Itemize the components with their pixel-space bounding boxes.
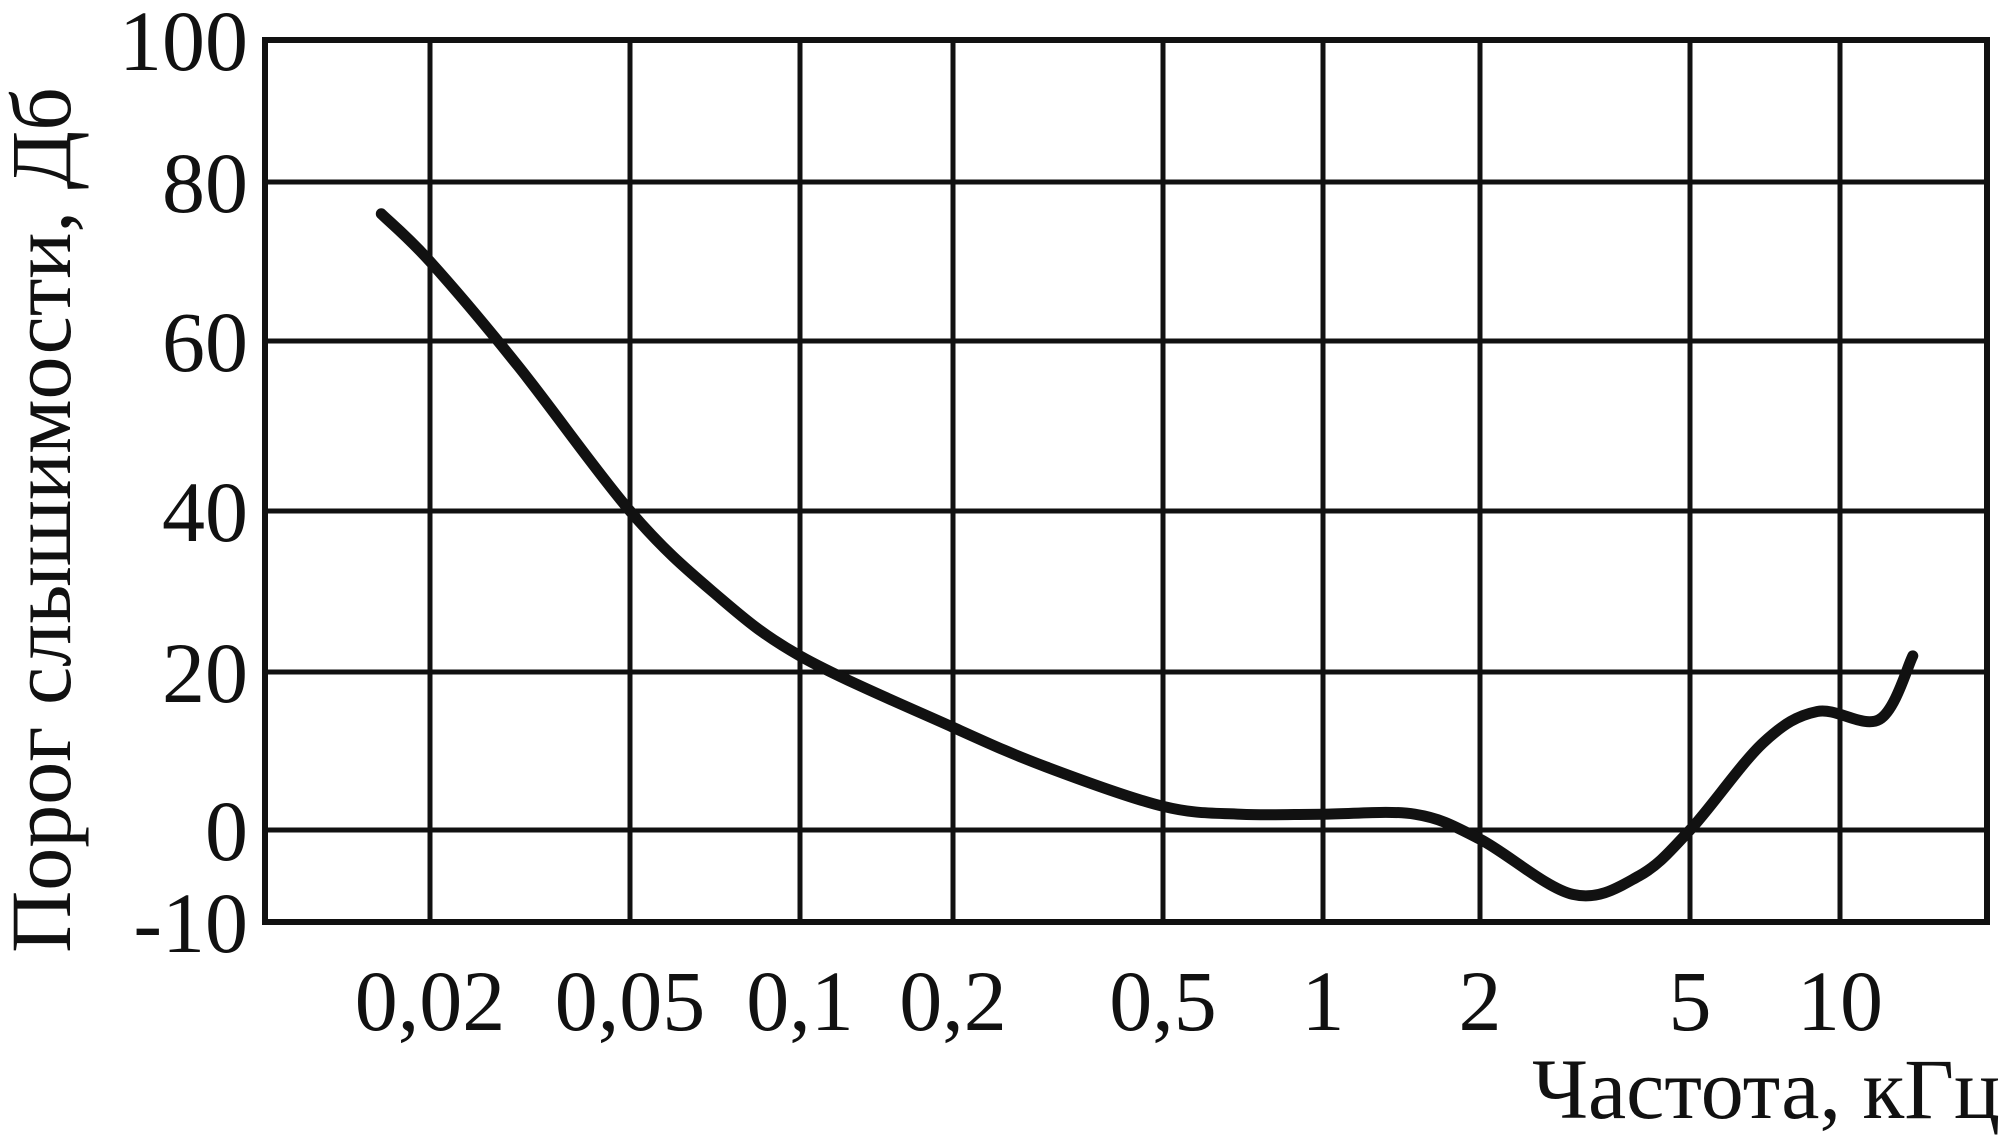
x-tick-label: 0,1 bbox=[746, 953, 854, 1049]
x-axis-tick-labels: 0,02 0,05 0,1 0,2 0,5 1 2 5 10 bbox=[355, 953, 1883, 1049]
data-series bbox=[375, 208, 1919, 902]
y-tick-label: 40 bbox=[162, 464, 248, 560]
x-tick-label: 0,05 bbox=[555, 953, 706, 1049]
y-tick-label: -10 bbox=[133, 875, 248, 971]
x-tick-label: 1 bbox=[1302, 953, 1345, 1049]
x-tick-label: 0,02 bbox=[355, 953, 506, 1049]
y-axis-tick-labels: -100 20 40 60 80 100 bbox=[119, 0, 248, 971]
grid bbox=[265, 37, 1987, 925]
x-tick-label: 2 bbox=[1459, 953, 1502, 1049]
y-tick-label: 100 bbox=[119, 0, 248, 89]
y-tick-label: 0 bbox=[205, 783, 248, 879]
plot-border bbox=[262, 37, 1990, 925]
series-line bbox=[375, 208, 1919, 902]
plot-frame bbox=[262, 37, 1990, 925]
x-tick-label: 0,5 bbox=[1109, 953, 1217, 1049]
x-tick-label: 0,2 bbox=[899, 953, 1007, 1049]
y-tick-label: 60 bbox=[162, 294, 248, 390]
y-axis-title: Порог слышимости, Дб bbox=[0, 87, 89, 953]
y-tick-label: 80 bbox=[162, 135, 248, 231]
x-axis-title: Частота, кГц bbox=[1532, 1041, 2000, 1137]
x-tick-label: 5 bbox=[1669, 953, 1712, 1049]
y-tick-label: 20 bbox=[162, 625, 248, 721]
x-tick-label: 10 bbox=[1797, 953, 1883, 1049]
